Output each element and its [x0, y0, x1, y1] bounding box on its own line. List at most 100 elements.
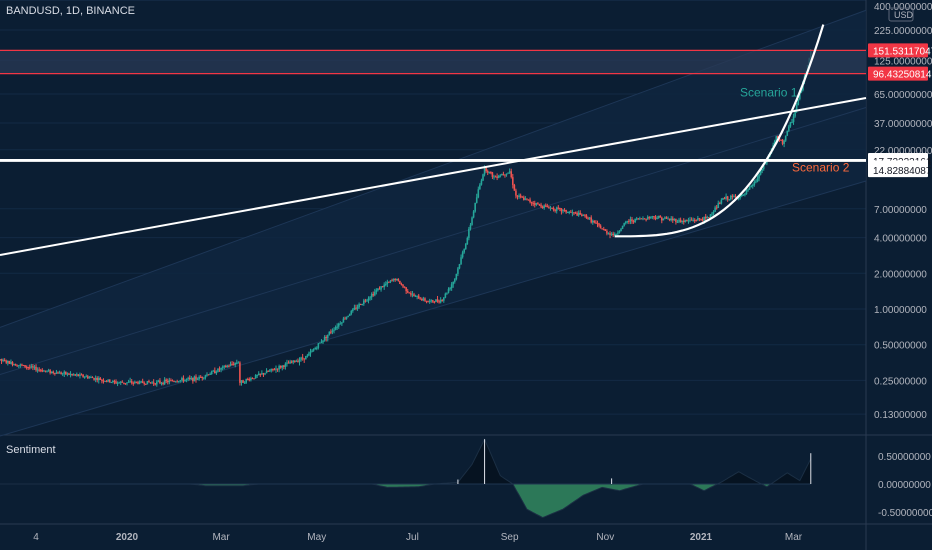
candle-body: [93, 377, 95, 380]
candle: [679, 217, 682, 223]
candle-body: [121, 381, 124, 383]
candle-body: [408, 292, 411, 294]
candle: [203, 377, 205, 380]
candle: [27, 366, 29, 370]
candle-body: [134, 381, 136, 383]
candle-body: [319, 342, 321, 344]
candle-body: [472, 211, 475, 218]
candle-body: [698, 218, 701, 220]
candle-body: [642, 218, 644, 220]
candle-body: [452, 281, 455, 285]
candle: [439, 297, 442, 304]
candle-body: [664, 217, 666, 219]
candle: [659, 215, 662, 218]
candle-body: [256, 375, 258, 377]
candle-body: [16, 365, 19, 367]
candle-body: [174, 381, 177, 383]
candle: [77, 374, 80, 377]
candle-body: [463, 249, 465, 253]
candle: [138, 380, 141, 385]
candle-body: [358, 304, 360, 308]
candle-body: [141, 381, 144, 383]
candle: [35, 364, 37, 372]
price-tick-label: 0.25000000: [874, 376, 927, 387]
candle-body: [410, 293, 412, 295]
candle-body: [395, 279, 398, 281]
candle: [430, 299, 433, 303]
candle-body: [309, 351, 312, 354]
candle: [751, 183, 754, 189]
candle: [693, 218, 696, 224]
candle-body: [604, 229, 607, 231]
candle-body: [248, 379, 251, 381]
candle: [345, 316, 348, 320]
candle: [322, 340, 324, 344]
candle-body: [786, 130, 789, 136]
candle: [85, 374, 88, 378]
candle-body: [446, 292, 448, 294]
candle-body: [46, 370, 48, 372]
candle-body: [0, 358, 3, 361]
candle: [700, 218, 702, 221]
candle: [549, 205, 552, 211]
candle-body: [289, 361, 291, 364]
candle-body: [717, 203, 720, 208]
candle-body: [624, 222, 627, 224]
candle: [515, 188, 517, 199]
candle-body: [631, 219, 633, 222]
candle-body: [91, 377, 94, 379]
price-tag-label: 14.82884087: [873, 166, 932, 177]
candle-body: [341, 322, 343, 324]
candle-body: [214, 370, 216, 374]
candle-body: [304, 356, 307, 360]
candle: [272, 368, 274, 372]
candle-body: [745, 190, 748, 195]
candle: [722, 197, 724, 201]
candle: [585, 214, 588, 219]
candle: [391, 278, 393, 282]
candle: [65, 371, 67, 375]
candle: [395, 278, 398, 281]
candle-body: [312, 349, 315, 351]
candle-body: [315, 347, 318, 349]
candle-body: [692, 219, 694, 221]
candle-body: [689, 219, 691, 221]
price-tag-box: [868, 66, 928, 81]
candle: [601, 228, 603, 230]
candle: [582, 214, 585, 217]
candle: [726, 195, 729, 202]
candle-body: [599, 225, 602, 229]
candle: [502, 171, 505, 176]
candle-body: [242, 380, 244, 383]
candle: [405, 287, 407, 295]
candle: [198, 375, 200, 381]
candle-body: [602, 229, 605, 231]
candle: [408, 292, 411, 294]
candle-body: [676, 221, 679, 223]
candle-body: [471, 217, 473, 225]
candle-body: [41, 370, 44, 372]
candle-body: [464, 244, 467, 250]
candle-body: [237, 362, 240, 364]
candle: [383, 282, 386, 290]
candle-body: [262, 373, 265, 375]
candle: [352, 308, 354, 313]
candle: [347, 315, 349, 318]
candle: [554, 208, 556, 213]
candle-body: [112, 380, 114, 383]
candle: [675, 218, 677, 225]
sentiment-tick-label: 0.00000000: [878, 480, 931, 491]
candle: [206, 372, 208, 377]
candle: [185, 378, 188, 383]
candle-body: [82, 374, 84, 377]
candle: [450, 282, 453, 291]
candle: [471, 216, 473, 226]
candle: [457, 266, 459, 277]
candle: [424, 297, 426, 302]
candle: [573, 211, 575, 216]
candle-body: [49, 370, 51, 374]
candle-body: [728, 199, 731, 201]
candle-body: [54, 372, 56, 374]
candle: [747, 188, 749, 192]
